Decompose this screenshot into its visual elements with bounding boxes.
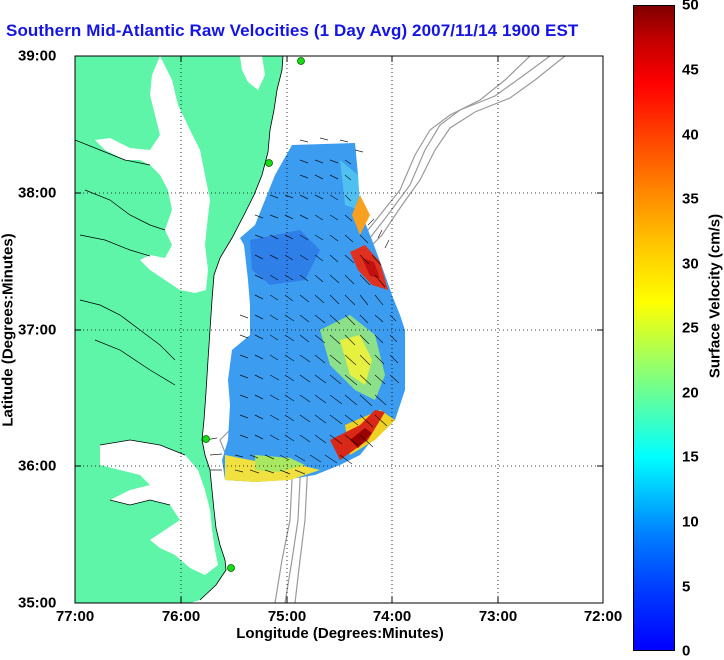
colorbar-tick: 10 — [682, 513, 699, 531]
colorbar-tick: 40 — [682, 126, 699, 144]
x-tick-label: 72:00 — [583, 608, 623, 625]
colorbar — [633, 5, 675, 651]
colorbar-label: Surface Velocity (cm/s) — [706, 213, 724, 379]
velocity-vectors — [204, 137, 400, 475]
x-tick-label: 75:00 — [267, 608, 307, 625]
colorbar-tick: 35 — [682, 190, 699, 208]
station-marker — [227, 564, 235, 572]
x-tick-label: 74:00 — [372, 608, 412, 625]
y-tick-label: 37:00 — [18, 321, 57, 339]
x-axis-label: Longitude (Degrees:Minutes) — [236, 625, 444, 642]
x-tick-label: 76:00 — [161, 608, 201, 625]
y-tick-label: 36:00 — [18, 457, 57, 475]
chart-title: Southern Mid-Atlantic Raw Velocities (1 … — [6, 21, 579, 40]
y-tick-label: 35:00 — [18, 594, 57, 612]
colorbar-tick: 25 — [682, 319, 699, 337]
colorbar-tick: 50 — [682, 0, 699, 14]
x-tick-label: 77:00 — [55, 608, 95, 625]
grid-lines — [75, 56, 603, 603]
radar-stations — [202, 57, 305, 572]
station-marker — [202, 435, 210, 443]
velocity-field — [222, 143, 405, 482]
colorbar-tick: 15 — [682, 448, 699, 466]
y-tick-label: 39:00 — [18, 47, 57, 65]
station-marker — [297, 57, 305, 65]
y-axis-label: Latitude (Degrees:Minutes) — [0, 233, 17, 427]
delaware-bay — [240, 56, 265, 90]
colorbar-tick: 0 — [682, 642, 691, 660]
colorbar-tick: 45 — [682, 61, 699, 79]
colorbar-tick: 5 — [682, 578, 691, 596]
chesapeake-bay — [95, 56, 210, 293]
tick-marks — [75, 56, 603, 603]
x-tick-label: 73:00 — [478, 608, 518, 625]
pamlico-sound — [100, 440, 218, 575]
y-tick-label: 38:00 — [18, 184, 57, 202]
station-marker — [265, 159, 273, 167]
colorbar-tick: 20 — [682, 384, 699, 402]
colorbar-tick: 30 — [682, 255, 699, 273]
